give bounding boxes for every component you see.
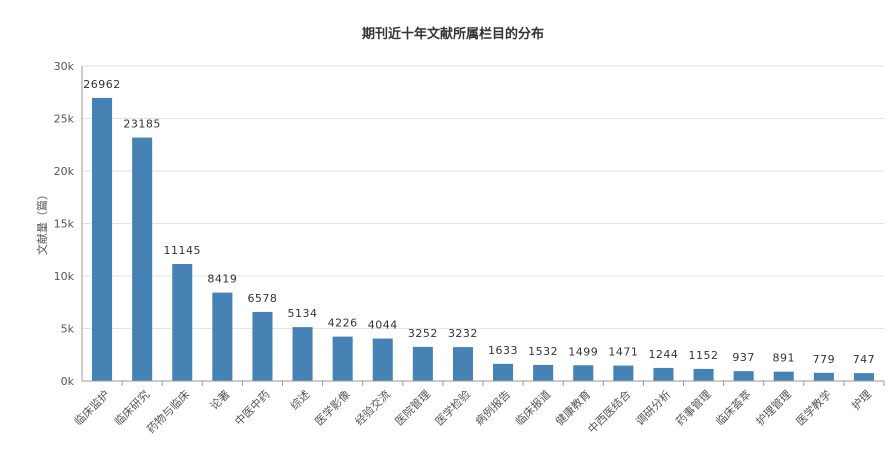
y-tick-label: 30k [54, 60, 75, 73]
x-tick-label: 病例报告 [472, 387, 513, 428]
chart-title: 期刊近十年文献所属栏目的分布 [362, 26, 544, 42]
x-tick-label: 护理管理 [753, 387, 794, 428]
bar [292, 327, 313, 381]
y-axis-ticks: 0k 5k 10k 15k 20k 25k 30k [54, 60, 75, 388]
data-label: 8419 [207, 273, 237, 286]
bars [92, 97, 874, 382]
x-tick-label: 临床荟萃 [713, 387, 754, 428]
data-label: 1499 [568, 345, 598, 358]
x-tick-label: 综述 [287, 387, 312, 412]
x-tick-label: 临床研究 [111, 387, 152, 428]
bar [372, 338, 393, 381]
data-label: 4044 [368, 319, 398, 332]
x-tick-label: 医学教学 [793, 387, 834, 428]
bar [172, 263, 193, 381]
data-label: 1471 [608, 346, 638, 359]
data-label: 1152 [689, 349, 719, 362]
data-label: 4226 [328, 317, 358, 330]
bar [412, 346, 433, 381]
x-tick-label: 医学影像 [312, 387, 353, 428]
data-label: 11145 [164, 244, 202, 257]
y-axis-label: 文献量（篇） [35, 189, 49, 255]
x-tick-label: 医学检验 [432, 387, 473, 428]
data-label: 26962 [83, 78, 121, 91]
data-label: 23185 [123, 118, 161, 131]
bar [132, 137, 153, 381]
x-tick-label: 经验交流 [352, 387, 393, 428]
x-tick-label: 药物与临床 [144, 387, 193, 436]
x-tick-label: 中医中药 [232, 388, 272, 428]
x-tick-label: 护理 [849, 387, 874, 412]
bar [573, 365, 594, 381]
data-label: 779 [813, 353, 836, 366]
y-tick-label: 15k [54, 218, 75, 231]
data-label: 1633 [488, 344, 518, 357]
y-tick-label: 25k [54, 113, 75, 126]
y-tick-label: 0k [61, 375, 75, 388]
bar [252, 311, 273, 381]
data-label: 3252 [408, 327, 438, 340]
x-tick-label: 健康教育 [552, 387, 593, 428]
data-label: 3232 [448, 327, 478, 340]
bar [452, 347, 473, 381]
data-label: 5134 [288, 307, 318, 320]
data-label: 747 [853, 353, 876, 366]
bar [533, 364, 554, 381]
bar [92, 97, 113, 382]
data-label: 1244 [648, 348, 678, 361]
data-label: 1532 [528, 345, 558, 358]
data-label: 891 [773, 352, 796, 365]
y-tick-label: 10k [54, 270, 75, 283]
bar [212, 292, 233, 381]
bar [332, 336, 353, 381]
x-tick-label: 中西医结合 [585, 387, 634, 436]
x-tick-label: 论著 [207, 387, 232, 412]
data-labels: 26962 23185 11145 8419 6578 5134 4226 4044 3252 3… [83, 78, 876, 366]
bar [613, 365, 634, 381]
y-tick-label: 20k [54, 165, 75, 178]
data-label: 937 [732, 351, 755, 364]
bar [853, 373, 874, 381]
x-tick-label: 调研分析 [633, 387, 674, 428]
x-tick-label: 医院管理 [392, 387, 433, 428]
bar [813, 372, 834, 381]
grid-lines [82, 65, 884, 329]
x-tick-label: 临床监护 [71, 387, 112, 428]
bar [693, 368, 714, 381]
x-tick-label: 药事管理 [673, 387, 714, 428]
bar [733, 371, 754, 381]
bar [493, 363, 514, 381]
data-label: 6578 [247, 292, 277, 305]
bar [773, 371, 794, 381]
x-tick-label: 临床报道 [512, 387, 553, 428]
bar [653, 367, 674, 381]
y-tick-label: 5k [61, 323, 75, 336]
